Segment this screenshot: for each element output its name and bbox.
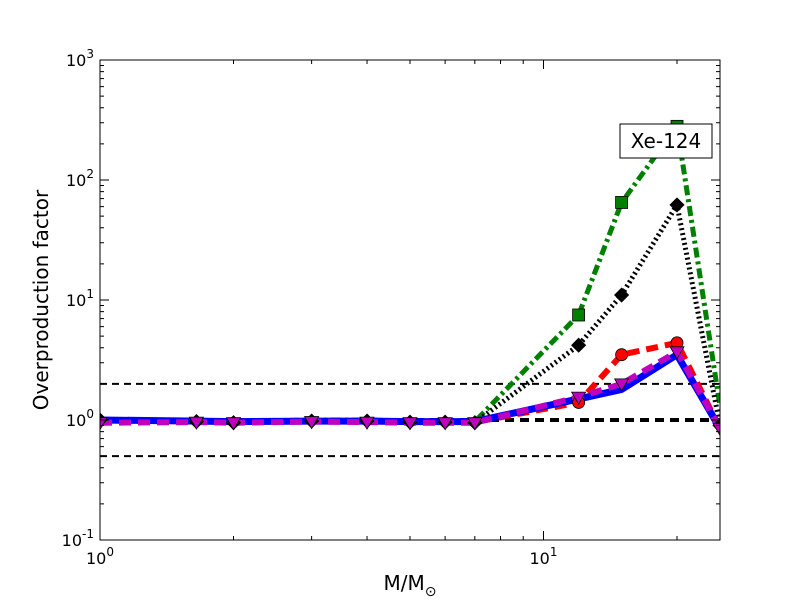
series-4-marker-5: [402, 417, 418, 431]
series-2-marker-1: [615, 348, 629, 362]
series-markers: [100, 119, 720, 437]
series-1-marker-10: [669, 197, 685, 213]
isotope-annotation: Xe-124: [619, 123, 713, 159]
series-4-marker-9: [613, 378, 630, 392]
y-tick-label-3: 102: [66, 167, 94, 190]
series-0-marker-0: [572, 308, 586, 322]
y-tick-label-0: 10-1: [62, 527, 94, 550]
series-0-marker-1: [615, 196, 629, 209]
series-4-marker-8: [570, 391, 587, 405]
series-4-marker-7: [467, 417, 483, 431]
series-line-4: [100, 348, 720, 430]
series-4-marker-2: [225, 417, 242, 431]
series-1-marker-9: [614, 287, 630, 303]
series-4-marker-1: [188, 416, 205, 430]
y-tick-label-4: 103: [66, 47, 94, 70]
series-4-marker-6: [437, 417, 453, 431]
y-tick-label-1: 100: [66, 407, 94, 430]
series-4-marker-0: [100, 417, 108, 431]
annotation-label: Xe-124: [631, 129, 702, 153]
x-tick-label-1: 101: [530, 545, 558, 568]
y-tick-label-2: 101: [66, 287, 94, 310]
plot-area: [100, 60, 720, 540]
y-axis-label: Overproduction factor: [29, 189, 53, 410]
x-axis-label: M/M⊙: [384, 571, 437, 600]
series-4-marker-10: [669, 346, 685, 360]
x-tick-label-0: 100: [86, 545, 114, 568]
series-4-marker-3: [303, 416, 320, 430]
annotation-box: [619, 123, 713, 159]
series-4-marker-11: [712, 423, 720, 437]
series-1-marker-8: [571, 337, 587, 353]
series-4-marker-4: [359, 416, 375, 430]
